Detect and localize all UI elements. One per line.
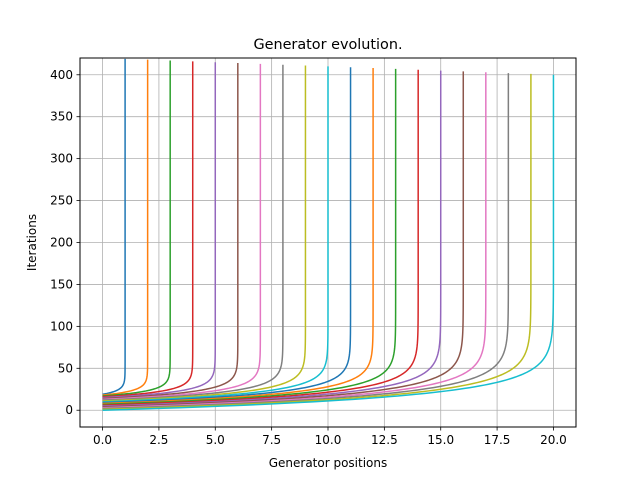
x-tick-label: 10.0 bbox=[315, 433, 342, 447]
x-tick-label: 20.0 bbox=[540, 433, 567, 447]
y-tick-label: 300 bbox=[50, 152, 73, 166]
series-line-generator-3 bbox=[102, 60, 171, 397]
x-tick-label: 7.5 bbox=[262, 433, 281, 447]
chart-title: Generator evolution. bbox=[253, 37, 402, 53]
series-line-generator-15 bbox=[102, 70, 442, 407]
x-tick-label: 15.0 bbox=[427, 433, 454, 447]
series-line-generator-10 bbox=[102, 66, 329, 403]
series-line-generator-12 bbox=[102, 68, 374, 405]
series-line-generator-18 bbox=[102, 73, 510, 410]
x-tick-label: 12.5 bbox=[371, 433, 398, 447]
y-tick-label: 250 bbox=[50, 194, 73, 208]
series-line-generator-4 bbox=[102, 61, 194, 398]
x-tick-label: 2.5 bbox=[149, 433, 168, 447]
series-line-generator-17 bbox=[102, 72, 487, 409]
series-line-generator-20 bbox=[102, 74, 555, 411]
series-line-generator-7 bbox=[102, 63, 262, 401]
tick-marks bbox=[76, 74, 554, 431]
y-tick-label: 400 bbox=[50, 68, 73, 82]
x-tick-label: 5.0 bbox=[206, 433, 225, 447]
series-lines bbox=[102, 58, 555, 411]
series-line-generator-5 bbox=[102, 62, 217, 399]
series-line-generator-19 bbox=[102, 73, 532, 411]
series-line-generator-1 bbox=[102, 58, 126, 396]
x-axis-label: Generator positions bbox=[269, 456, 388, 470]
y-tick-label: 100 bbox=[50, 319, 73, 333]
series-line-generator-9 bbox=[102, 65, 307, 402]
series-line-generator-13 bbox=[102, 68, 397, 406]
series-line-generator-2 bbox=[102, 59, 149, 396]
y-tick-label: 150 bbox=[50, 277, 73, 291]
series-line-generator-14 bbox=[102, 69, 419, 406]
y-tick-label: 350 bbox=[50, 110, 73, 124]
series-line-generator-11 bbox=[102, 67, 352, 404]
y-tick-label: 0 bbox=[65, 403, 73, 417]
y-tick-label: 50 bbox=[58, 361, 73, 375]
y-axis-label: Iterations bbox=[25, 214, 39, 271]
y-tick-label: 200 bbox=[50, 236, 73, 250]
x-tick-label: 0.0 bbox=[93, 433, 112, 447]
series-line-generator-16 bbox=[102, 71, 465, 408]
x-tick-label: 17.5 bbox=[484, 433, 511, 447]
series-line-generator-8 bbox=[102, 64, 284, 401]
series-line-generator-6 bbox=[102, 63, 239, 400]
